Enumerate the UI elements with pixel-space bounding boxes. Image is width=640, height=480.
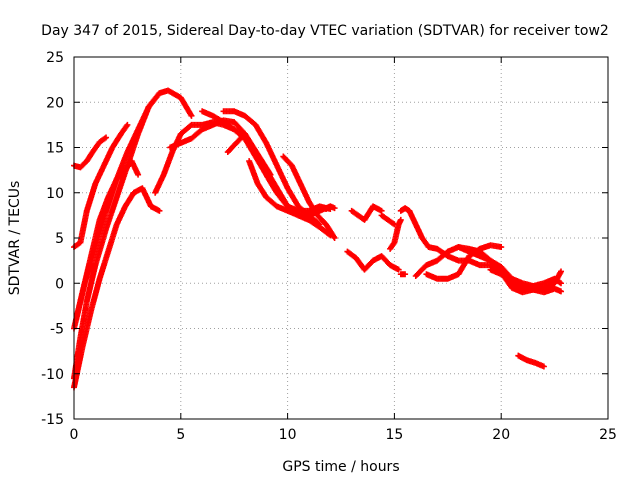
data-point xyxy=(402,271,409,278)
x-tick-label: 20 xyxy=(492,427,510,443)
y-tick-label: 5 xyxy=(55,231,64,247)
y-tick-label: 15 xyxy=(46,141,64,157)
data-point xyxy=(558,288,565,295)
y-tick-label: 20 xyxy=(46,95,64,111)
y-tick-label: -15 xyxy=(41,412,64,428)
series-arc-23 xyxy=(515,352,547,370)
x-tick-label: 5 xyxy=(176,427,185,443)
x-tick-label: 25 xyxy=(599,427,617,443)
data-point xyxy=(558,280,565,287)
series-arc-10 xyxy=(220,108,323,228)
y-axis-label: SDTVAR / TECUs xyxy=(7,181,23,296)
data-point xyxy=(156,90,163,97)
data-point xyxy=(540,363,547,370)
x-axis-label: GPS time / hours xyxy=(282,459,399,475)
series-arc-15 xyxy=(348,203,385,223)
data-point xyxy=(397,216,404,223)
data-point xyxy=(391,221,398,228)
y-tick-label: -10 xyxy=(41,367,64,383)
series-arc-22 xyxy=(487,266,565,296)
data-point xyxy=(103,134,110,141)
data-point xyxy=(331,235,338,241)
x-tick-label: 0 xyxy=(70,427,79,443)
data-point xyxy=(331,205,338,212)
data-point xyxy=(267,171,274,178)
axis-ticks: 0 5 10 15 20 25 -15 -10 -5 0 5 10 15 20 25 xyxy=(41,50,617,443)
series-arc-16 xyxy=(344,248,402,273)
data-point xyxy=(558,268,565,275)
data-point xyxy=(316,221,323,228)
y-tick-label: 10 xyxy=(46,186,64,202)
data-point xyxy=(315,220,322,227)
data-point xyxy=(498,244,505,251)
data-point xyxy=(156,207,163,214)
chart-title: Day 347 of 2015, Sidereal Day-to-day VTE… xyxy=(41,23,609,39)
series-arc-2 xyxy=(71,185,163,391)
grid xyxy=(74,57,608,419)
data-point xyxy=(188,112,195,119)
x-tick-label: 10 xyxy=(279,427,297,443)
data-points xyxy=(71,87,565,391)
series-arc-14 xyxy=(323,203,338,213)
series-arc-3 xyxy=(71,121,131,251)
series-arc-5 xyxy=(71,87,195,382)
series-arc-1 xyxy=(71,134,110,171)
series-arc-12 xyxy=(280,153,338,241)
data-point xyxy=(395,266,402,273)
x-tick-label: 15 xyxy=(385,427,403,443)
series-arc-24 xyxy=(378,212,398,228)
data-point xyxy=(124,121,131,128)
series-arc-9 xyxy=(199,108,312,223)
series-arc-25 xyxy=(397,271,409,278)
series-arc-6 xyxy=(73,90,163,323)
y-tick-label: 0 xyxy=(55,276,64,292)
y-tick-label: -5 xyxy=(50,322,64,338)
data-point xyxy=(135,171,142,178)
series-arc-17 xyxy=(387,216,404,252)
y-tick-label: 25 xyxy=(46,50,64,66)
series-arc-11 xyxy=(224,130,274,178)
